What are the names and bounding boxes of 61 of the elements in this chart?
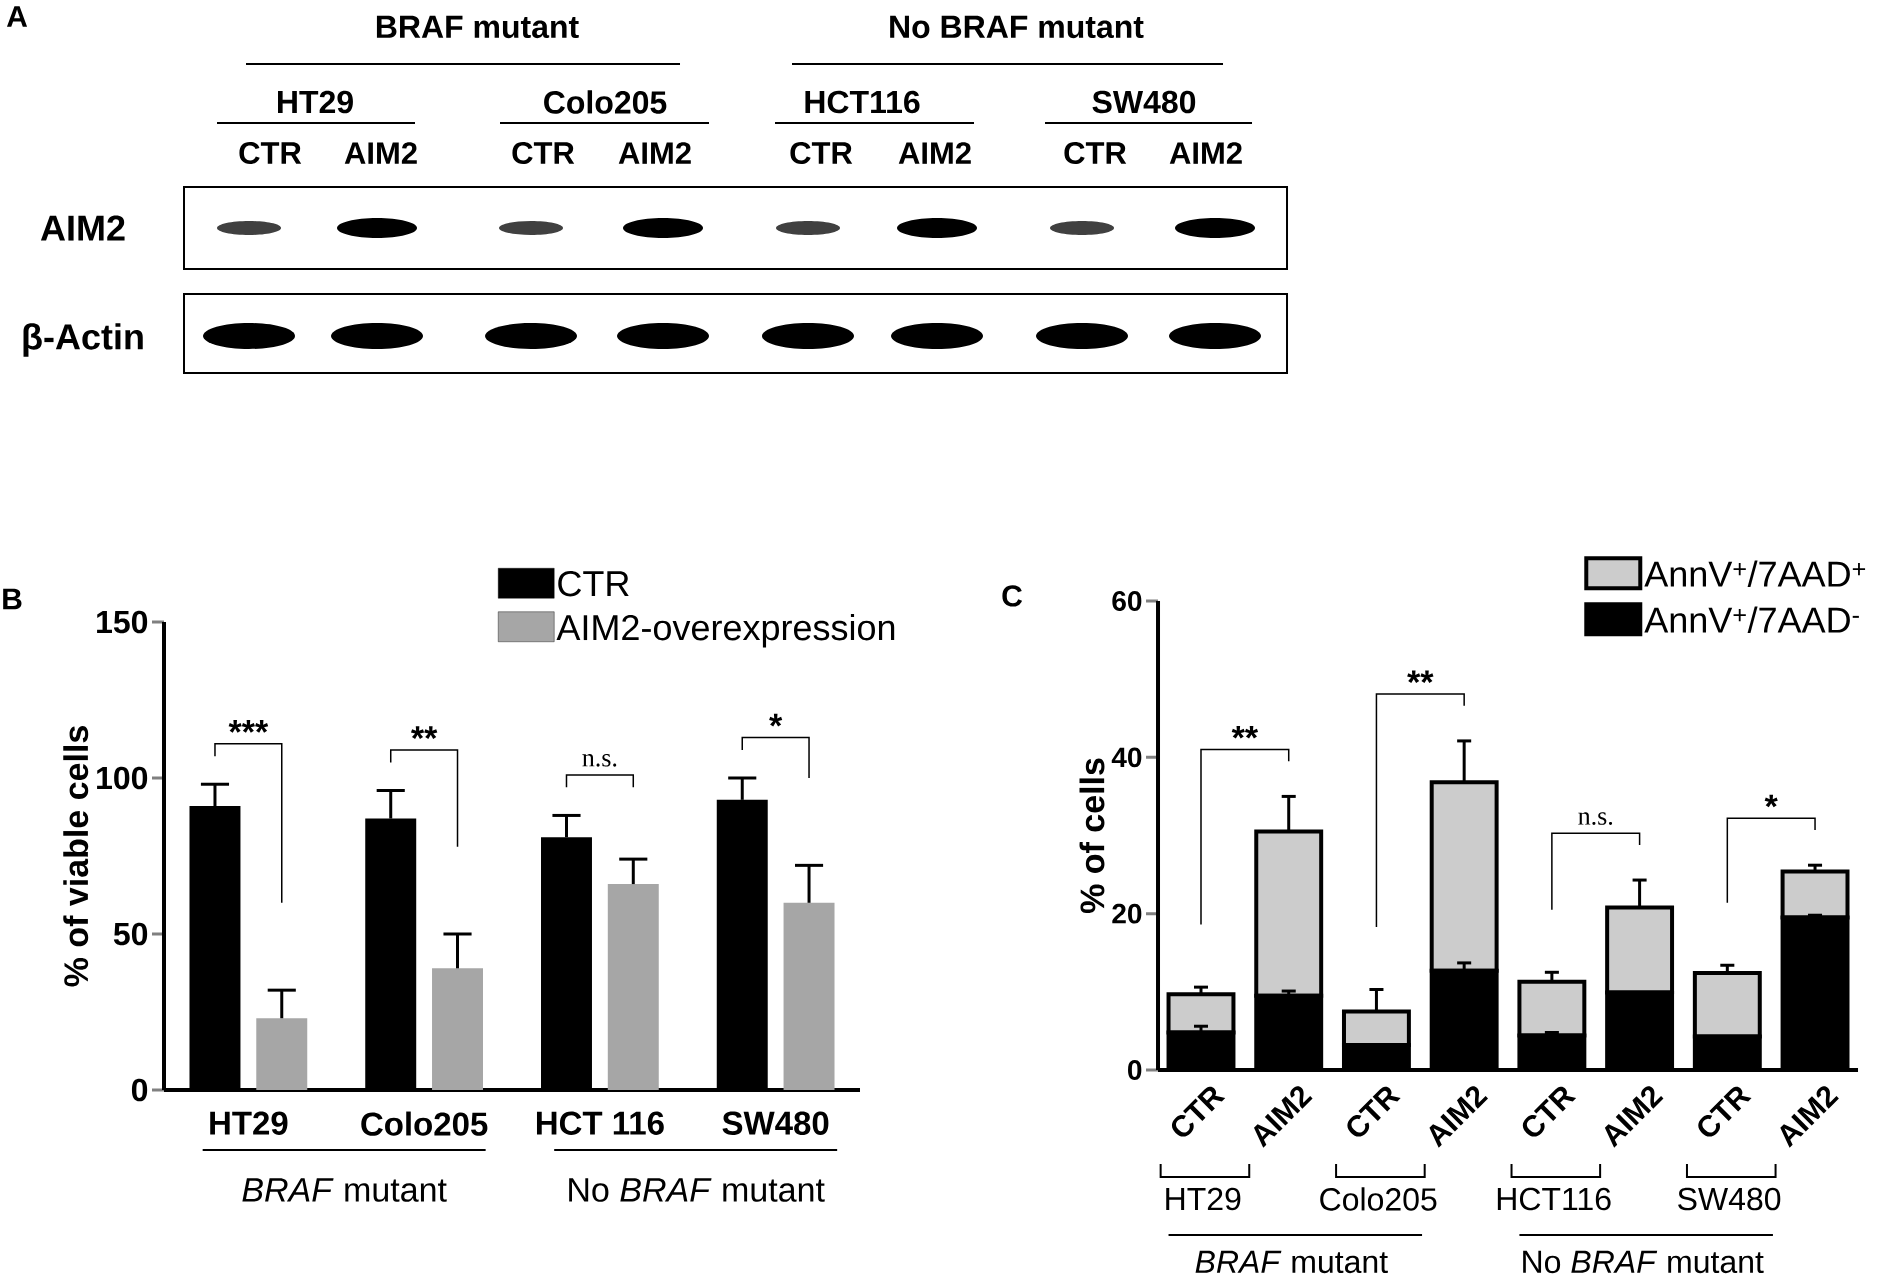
text: Colo205	[544, 90, 667, 114]
y-axis-title: % of viable cells	[63, 726, 89, 987]
annotation: **	[1407, 670, 1434, 684]
text: A	[6, 6, 28, 27]
chart-title: B	[3, 588, 22, 610]
legend-label: CTR	[558, 570, 629, 597]
text: No BRAF mutant	[569, 1178, 825, 1202]
bar	[432, 968, 483, 1090]
y-tick-label: 60	[1112, 591, 1142, 611]
x-tick-label: CTR	[1522, 1086, 1577, 1137]
y-tick-label: 0	[1128, 1060, 1142, 1080]
y-axis-title: % of cells	[1079, 758, 1105, 914]
legend-label: AnnV$^{+}$/7AAD$^{+}$	[1644, 560, 1866, 587]
text: BRAF mutant	[376, 15, 579, 39]
x-tick-label: Colo205	[361, 1111, 488, 1136]
annotation: *	[769, 713, 783, 727]
text: CTR	[512, 142, 575, 164]
text: AIM2	[898, 142, 971, 164]
x-tick-label: CTR	[1171, 1086, 1226, 1137]
text: AIM2	[1169, 142, 1242, 164]
x-tick-label: CTR	[1698, 1086, 1752, 1137]
text: HCT116	[1497, 1187, 1611, 1211]
text: AIM2	[618, 142, 691, 164]
text: No BRAF mutant	[890, 15, 1144, 39]
x-tick-label: HCT 116	[536, 1111, 664, 1135]
legend-label: AnnV$^{+}$/7AAD$^{-}$	[1644, 606, 1859, 633]
annotation: n.s.	[1578, 812, 1613, 825]
text: AIM2	[344, 142, 417, 164]
text: HT29	[278, 90, 353, 114]
text: CTR	[239, 142, 302, 164]
annotation: *	[1764, 794, 1778, 808]
annotation: **	[1231, 725, 1259, 739]
y-tick-label: 50	[113, 922, 148, 946]
y-tick-label: 150	[97, 610, 148, 634]
text: CTR	[790, 142, 853, 164]
bar	[256, 1018, 308, 1090]
text: β-Actin	[23, 323, 143, 357]
y-tick-label: 100	[97, 766, 148, 790]
bar	[607, 884, 659, 1090]
text: BRAF mutant	[242, 1178, 447, 1202]
text: SW480	[1092, 90, 1196, 114]
text: Colo205	[1320, 1187, 1437, 1211]
bar	[783, 902, 835, 1090]
text: HCT116	[805, 90, 920, 114]
legend-label: AIM2-overexpression	[556, 613, 895, 648]
annotation: ***	[228, 720, 269, 733]
chart-title: C	[1002, 585, 1023, 607]
text: AIM2	[40, 215, 125, 241]
text: HT29	[1166, 1187, 1241, 1211]
y-tick-label: 20	[1112, 903, 1142, 924]
y-tick-label: 0	[131, 1078, 148, 1102]
text: SW480	[1678, 1187, 1781, 1211]
text: BRAF mutant	[1195, 1250, 1388, 1274]
y-tick-label: 40	[1111, 747, 1142, 768]
x-tick-label: HT29	[210, 1111, 288, 1135]
x-tick-label: CTR	[1347, 1086, 1401, 1137]
annotation: n.s.	[582, 754, 617, 767]
text: CTR	[1064, 142, 1127, 164]
x-tick-label: SW480	[722, 1111, 829, 1135]
text: No BRAF mutant	[1523, 1250, 1764, 1274]
annotation: **	[410, 726, 438, 739]
